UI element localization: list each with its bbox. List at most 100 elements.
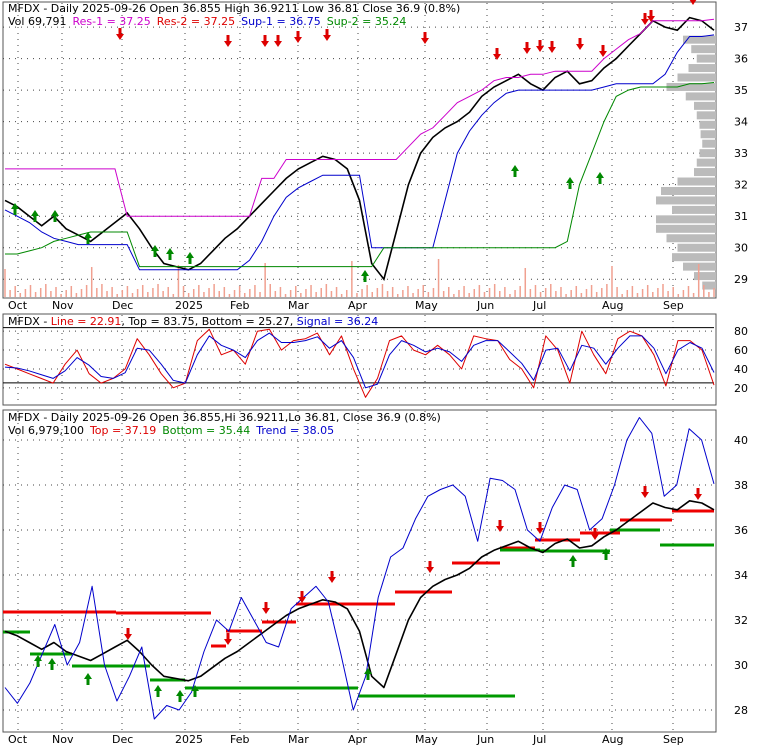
volume-profile-bar-17 xyxy=(656,196,716,205)
trend-x-tick-1: Nov xyxy=(52,733,74,745)
price-y-tick-29: 29 xyxy=(734,273,748,286)
volume-profile-bar-25 xyxy=(694,272,716,281)
trend-y-tick-40: 40 xyxy=(734,434,748,447)
trend-buy-arrow-6 xyxy=(364,668,372,680)
trend-sell-arrow-1 xyxy=(224,633,232,645)
volume-profile-bar-5 xyxy=(666,82,716,91)
oscillator-panel: 20 40 60 80 MFDX - Line = 22.91, Top = 83.7… xyxy=(2,313,748,406)
sell-arrow-10 xyxy=(548,41,556,53)
volume-profile-bar-21 xyxy=(666,234,716,243)
price-lines xyxy=(4,16,715,281)
volume-profile-bar-11 xyxy=(702,139,716,148)
volume-bars xyxy=(4,259,715,297)
trend-header-text: - Daily 2025-09-26 Open 36.855,Hi 36.921… xyxy=(40,411,441,424)
legend-sup2: Sup-2 = 35.24 xyxy=(327,15,407,28)
osc-y-tick-40: 40 xyxy=(734,363,748,376)
price-x-tick-1: Nov xyxy=(52,299,74,312)
sell-arrow-12 xyxy=(599,45,607,57)
price-header-symbol: MFDX xyxy=(8,2,40,15)
volume-profile-bar-26 xyxy=(702,281,716,290)
buy-arrow-9 xyxy=(566,177,574,189)
sell-arrow-5 xyxy=(323,29,331,41)
buy-arrow-3 xyxy=(84,232,92,244)
trend-sell-arrow-5 xyxy=(426,561,434,573)
volume-profile-bar-1 xyxy=(691,45,716,54)
trend-buy-arrow-3 xyxy=(154,685,162,697)
price-y-tick-32: 32 xyxy=(734,179,748,192)
trend-y-ticks: 28 30 32 34 36 38 40 xyxy=(734,434,748,717)
trend-x-tick-5: Mar xyxy=(288,733,309,745)
trend-signal-arrows xyxy=(34,486,702,702)
sell-arrow-13 xyxy=(641,13,649,25)
price-x-tick-3: 2025 xyxy=(175,299,203,312)
buy-arrow-6 xyxy=(186,252,194,264)
legend-sup1: Sup-1 = 36.75 xyxy=(241,15,321,28)
price-legend: Vol 69,791 Res-1 = 37.25 Res-2 = 37.25 Sup-… xyxy=(8,15,406,28)
trend-panel-frame xyxy=(2,409,717,733)
price-grid xyxy=(3,3,716,297)
volume-profile-bar-16 xyxy=(661,186,716,195)
price-panel: 29 30 31 32 33 34 35 36 37 Oct Nov Dec 2025 Feb Mar Ap… xyxy=(2,0,748,312)
price-series-close xyxy=(4,16,715,281)
price-series-sup-1 xyxy=(4,34,715,271)
volume-profile-bar-20 xyxy=(656,224,716,233)
volume-profile-bar-15 xyxy=(677,177,716,186)
buy-arrow-7 xyxy=(361,270,369,282)
volume-profile-bar-8 xyxy=(696,111,716,120)
oscillator-y-ticks: 20 40 60 80 xyxy=(734,325,748,395)
sell-arrow-1 xyxy=(224,35,232,47)
price-y-tick-31: 31 xyxy=(734,210,748,223)
sell-arrow-15 xyxy=(689,0,697,5)
price-series-res-1 xyxy=(5,18,715,217)
trend-buy-arrow-4 xyxy=(176,690,184,702)
volume-profile-bar-2 xyxy=(696,54,716,63)
trend-buy-arrow-1 xyxy=(48,658,56,670)
trend-sell-arrow-9 xyxy=(641,486,649,498)
volume-profile-bar-0 xyxy=(683,35,716,44)
trend-sell-arrow-4 xyxy=(328,571,336,583)
price-x-tick-5: Mar xyxy=(288,299,309,312)
oscillator-lines xyxy=(3,327,715,398)
trend-buy-arrow-5 xyxy=(191,685,199,697)
trend-y-tick-34: 34 xyxy=(734,569,748,582)
trend-x-tick-0: Oct xyxy=(8,733,28,745)
trend-legend-top: Top = 37.19 xyxy=(89,424,156,437)
volume-profile-bar-19 xyxy=(656,215,716,224)
trend-sell-arrow-8 xyxy=(591,528,599,540)
trend-y-tick-28: 28 xyxy=(734,704,748,717)
oscillator-grid xyxy=(3,315,716,404)
volume-profile-bar-3 xyxy=(688,64,716,73)
price-y-tick-33: 33 xyxy=(734,147,748,160)
trend-sell-arrow-7 xyxy=(536,522,544,534)
trend-sell-arrow-6 xyxy=(496,520,504,532)
trend-lines xyxy=(3,417,715,720)
trend-sell-arrow-2 xyxy=(262,602,270,614)
signal-arrows xyxy=(11,0,697,282)
volume-profile-bar-10 xyxy=(700,130,716,139)
trend-sell-arrow-3 xyxy=(298,591,306,603)
price-x-tick-11: Sep xyxy=(663,299,684,312)
price-panel-frame xyxy=(2,1,717,299)
trend-series-close xyxy=(4,500,715,689)
osc-y-tick-20: 20 xyxy=(734,382,748,395)
trend-buy-arrow-8 xyxy=(602,548,610,560)
osc-top: Top = 83.75 xyxy=(127,315,194,328)
sell-arrow-2 xyxy=(261,35,269,47)
trend-sell-arrow-0 xyxy=(124,628,132,640)
trend-legend: Vol 6,979,100 Top = 37.19 Bottom = 35.44 Tr… xyxy=(8,424,334,437)
trend-buy-arrow-0 xyxy=(34,655,42,667)
price-x-tick-2: Dec xyxy=(112,299,133,312)
osc-signal: Signal = 36.24 xyxy=(297,315,379,328)
trend-x-tick-4: Feb xyxy=(230,733,249,745)
sell-arrow-11 xyxy=(576,38,584,50)
buy-arrow-0 xyxy=(11,203,19,215)
trend-buy-arrow-2 xyxy=(84,673,92,685)
price-y-tick-36: 36 xyxy=(734,53,748,66)
trend-x-ticks: Oct Nov Dec 2025 Feb Mar Apr May Jun Jul Aug Sep xyxy=(8,733,684,745)
sell-arrow-0 xyxy=(116,28,124,40)
price-y-ticks: 29 30 31 32 33 34 35 36 37 xyxy=(734,21,748,286)
trend-grid xyxy=(3,411,716,731)
trend-x-tick-10: Aug xyxy=(602,733,623,745)
price-x-tick-0: Oct xyxy=(8,299,28,312)
